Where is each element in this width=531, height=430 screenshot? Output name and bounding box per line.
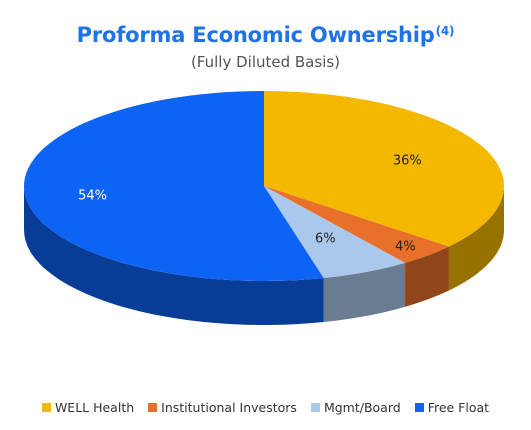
legend-swatch: [41, 403, 51, 412]
pie-slice-side: [405, 246, 449, 307]
legend-item: Mgmt/Board: [310, 400, 401, 415]
legend-label: Institutional Investors: [161, 400, 297, 415]
pie-slice-side: [323, 262, 406, 323]
pie-slice-side: [24, 186, 324, 325]
pie-labels: 36% 4% 6% 54%: [78, 153, 422, 254]
pie-slice-side: [448, 186, 504, 291]
legend-swatch: [310, 403, 320, 412]
legend-label: Free Float: [427, 400, 490, 415]
chart-subtitle: (Fully Diluted Basis): [190, 53, 341, 71]
legend-item: WELL Health: [41, 400, 135, 415]
legend-label: Mgmt/Board: [323, 400, 401, 415]
chart-title-text: Proforma Economic Ownership: [76, 23, 435, 47]
legend-swatch: [414, 403, 424, 412]
data-label: 4%: [395, 240, 416, 255]
data-label: 36%: [393, 153, 422, 168]
pie-slice: [264, 186, 406, 279]
legend-item: Free Float: [414, 400, 490, 415]
pie-slice: [24, 91, 324, 281]
pie-slice: [264, 186, 449, 263]
chart-title-footnote: (4): [435, 24, 455, 38]
chart-legend: WELL Health Institutional Investors Mgmt…: [0, 400, 531, 415]
data-label: 54%: [78, 189, 107, 204]
pie-sides: [24, 186, 504, 325]
legend-label: WELL Health: [54, 400, 135, 415]
legend-item: Institutional Investors: [148, 400, 297, 415]
pie-slice: [264, 91, 504, 247]
data-label: 6%: [315, 232, 336, 247]
pie-top: [24, 91, 504, 281]
chart-title: Proforma Economic Ownership(4): [0, 22, 531, 48]
legend-swatch: [148, 403, 158, 412]
